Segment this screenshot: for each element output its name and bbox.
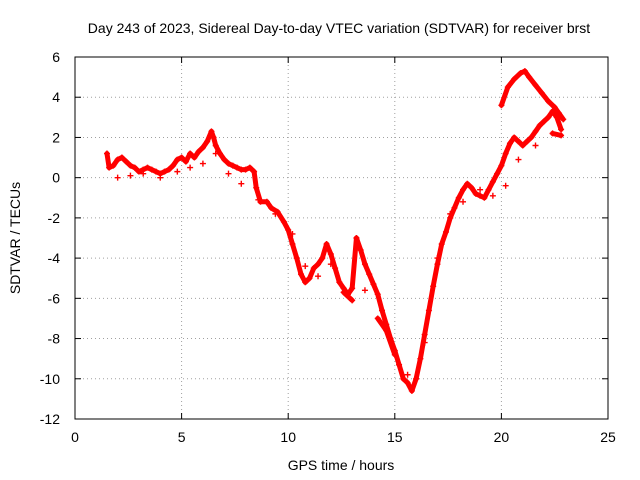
x-axis-ticks: 0 5 10 15 20 25 [71,57,616,445]
data-point [434,255,441,262]
data-point [560,116,567,123]
data-point [174,168,181,175]
data-trace-segment [417,332,428,362]
y-tick-label: 4 [52,89,60,105]
data-point [255,196,262,203]
data-point [404,371,411,378]
data-point [315,273,322,280]
y-tick-label: -10 [40,371,60,387]
data-point [238,180,245,187]
data-point [532,142,539,149]
grid-lines [75,57,608,419]
data-trace-segment [341,289,355,303]
x-tick-label: 10 [280,429,296,445]
x-tick-label: 15 [387,429,403,445]
data-trace-segment [426,283,436,313]
y-tick-label: -2 [48,210,61,226]
x-tick-label: 0 [71,429,79,445]
data-point [558,126,565,133]
y-tick-label: -12 [40,411,60,427]
x-tick-label: 25 [600,429,616,445]
data-point [140,170,147,177]
data-point [114,174,121,181]
x-tick-label: 20 [494,429,510,445]
data-trace-segment [430,261,440,289]
data-trace-segment [349,235,359,291]
data-point [489,192,496,199]
data-points [103,68,567,394]
data-trace-segment [498,84,511,108]
data-point [127,172,134,179]
data-point [212,150,219,157]
data-point [225,170,232,177]
data-point [272,210,279,217]
x-tick-label: 5 [178,429,186,445]
data-trace-segment [383,328,398,358]
y-tick-label: -8 [48,331,61,347]
data-point [199,160,206,167]
data-point [391,351,398,358]
data-trace-segment [375,291,385,313]
data-trace-segment [413,356,423,382]
y-axis-label: SDTVAR / TECUs [7,182,23,294]
data-trace-segment [556,110,566,122]
data-point [157,174,164,181]
x-axis-label: GPS time / hours [288,457,395,473]
data-point [421,339,428,346]
y-tick-label: -6 [48,290,61,306]
data-point [515,156,522,163]
data-point [302,263,309,270]
data-point [460,198,467,205]
chart-title: Day 243 of 2023, Sidereal Day-to-day VTE… [88,20,590,36]
data-trace-segment [294,255,304,277]
y-tick-label: 6 [52,49,60,65]
data-point [502,182,509,189]
data-trace-segment [422,307,432,338]
data-trace-segment [554,114,564,132]
data-trace-segment [434,241,445,267]
data-point [289,230,296,237]
y-tick-label: 2 [52,129,60,145]
data-point [558,132,565,139]
plot-frame [74,56,609,420]
data-point [327,261,334,268]
data-point [447,210,454,217]
data-point [187,164,194,171]
y-tick-label: 0 [52,170,60,186]
data-point [361,287,368,294]
data-point [349,297,356,304]
y-tick-label: -4 [48,250,61,266]
data-point [477,186,484,193]
y-axis-ticks: -12 -10 -8 -6 -4 -2 0 2 4 6 [40,49,608,427]
